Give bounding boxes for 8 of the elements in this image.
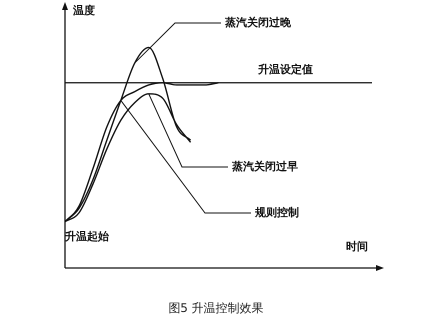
text: 蒸汽关闭过早 [232, 160, 298, 173]
text: 蒸汽关闭过晚 [225, 16, 291, 29]
x-axis-title: 时间 [346, 240, 368, 253]
text: 规则控制 [255, 206, 299, 219]
text: 图5 升温控制效果 [167, 300, 265, 317]
annotation: 升温起始 [65, 230, 109, 243]
ref-line-label: 升温设定值 [258, 62, 313, 76]
y-axis-title: 温度 [73, 4, 95, 17]
